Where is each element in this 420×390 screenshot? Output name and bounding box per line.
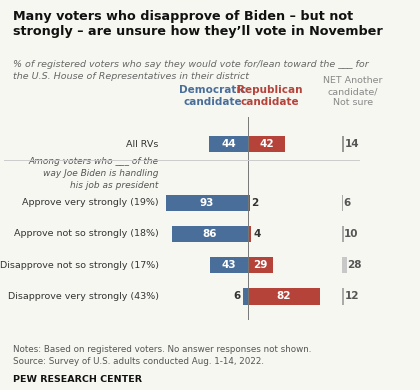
Bar — [172, 226, 248, 242]
Text: 42: 42 — [259, 139, 274, 149]
Text: 93: 93 — [200, 198, 214, 208]
Bar — [242, 288, 248, 305]
Bar — [342, 136, 344, 152]
Text: 4: 4 — [253, 229, 260, 239]
Text: Many voters who disapprove of Biden – but not
strongly – are unsure how they’ll : Many voters who disapprove of Biden – bu… — [13, 10, 382, 38]
Bar — [166, 195, 248, 211]
Text: Notes: Based on registered voters. No answer responses not shown.
Source: Survey: Notes: Based on registered voters. No an… — [13, 345, 311, 365]
Bar — [342, 195, 343, 211]
Bar — [248, 226, 251, 242]
Text: Approve very strongly (19%): Approve very strongly (19%) — [22, 198, 159, 207]
Bar — [209, 136, 248, 152]
Text: 6: 6 — [344, 198, 351, 208]
Text: 6: 6 — [234, 291, 241, 301]
Bar — [248, 195, 249, 211]
Text: NET Another
candidate/
Not sure: NET Another candidate/ Not sure — [323, 76, 383, 107]
Bar — [342, 257, 346, 273]
Text: All RVs: All RVs — [126, 140, 159, 149]
Bar — [342, 288, 344, 305]
Text: Among voters who ___ of the
way Joe Biden is handling
his job as president: Among voters who ___ of the way Joe Bide… — [29, 157, 159, 190]
Bar — [248, 136, 285, 152]
Text: PEW RESEARCH CENTER: PEW RESEARCH CENTER — [13, 375, 142, 384]
Text: 44: 44 — [221, 139, 236, 149]
Text: 2: 2 — [251, 198, 259, 208]
Text: 12: 12 — [344, 291, 359, 301]
Text: 43: 43 — [221, 260, 236, 270]
Text: Democratic
candidate: Democratic candidate — [179, 85, 246, 107]
Text: 14: 14 — [345, 139, 360, 149]
Text: 86: 86 — [202, 229, 217, 239]
Bar — [248, 257, 273, 273]
Text: 29: 29 — [253, 260, 268, 270]
Text: 28: 28 — [347, 260, 362, 270]
Bar — [248, 288, 320, 305]
Text: 10: 10 — [344, 229, 359, 239]
Text: % of registered voters who say they would vote for/lean toward the ___ for
the U: % of registered voters who say they woul… — [13, 60, 368, 81]
Text: Disapprove not so strongly (17%): Disapprove not so strongly (17%) — [0, 261, 159, 270]
Text: Approve not so strongly (18%): Approve not so strongly (18%) — [14, 229, 159, 239]
Text: 82: 82 — [277, 291, 291, 301]
Bar — [342, 226, 344, 242]
Bar — [210, 257, 248, 273]
Text: Republican
candidate: Republican candidate — [237, 85, 302, 107]
Text: Disapprove very strongly (43%): Disapprove very strongly (43%) — [8, 292, 159, 301]
